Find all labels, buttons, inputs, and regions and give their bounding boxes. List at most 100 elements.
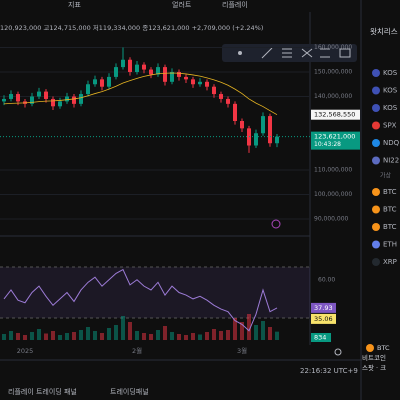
candle-body bbox=[121, 59, 125, 68]
tab[interactable]: 트레이딩패널 bbox=[110, 387, 149, 396]
candle-body bbox=[142, 64, 146, 70]
volume-bar bbox=[219, 331, 223, 340]
watchlist-item[interactable]: BTC bbox=[383, 223, 397, 231]
rsi-band bbox=[0, 267, 310, 319]
y-tick-label: 150,000,000 bbox=[314, 68, 352, 75]
volume-bar bbox=[212, 329, 216, 340]
volume-bar bbox=[58, 335, 62, 340]
volume-bar bbox=[114, 325, 118, 340]
volume-bar bbox=[226, 330, 230, 340]
candle-body bbox=[58, 101, 62, 107]
symbol-icon bbox=[372, 205, 380, 214]
volume-bar bbox=[2, 334, 6, 340]
candle-body bbox=[30, 96, 34, 104]
volume-bar bbox=[93, 331, 97, 340]
symbol-icon bbox=[372, 258, 380, 266]
symbol-icon bbox=[372, 121, 380, 130]
volume-bar bbox=[79, 330, 83, 340]
candle-body bbox=[65, 96, 69, 102]
volume-bar bbox=[44, 333, 48, 340]
volume-bar bbox=[142, 333, 146, 340]
volume-bar bbox=[268, 327, 272, 340]
volume-bar bbox=[149, 334, 153, 340]
candle-body bbox=[135, 64, 139, 72]
candle-body bbox=[261, 116, 265, 134]
candle-body bbox=[254, 133, 258, 146]
volume-bar bbox=[191, 333, 195, 340]
tool-icon[interactable] bbox=[320, 48, 330, 58]
watchlist-item[interactable]: NDQ bbox=[383, 139, 400, 147]
tool-icon[interactable] bbox=[238, 51, 242, 55]
watchlist-item[interactable]: XRP bbox=[383, 258, 397, 266]
toolbar bbox=[0, 0, 362, 12]
rsi-label-box bbox=[311, 302, 336, 313]
tool-icon[interactable] bbox=[301, 48, 313, 58]
watchlist-item[interactable]: NI22 bbox=[383, 157, 399, 165]
last-label: 123,621,000 bbox=[314, 133, 355, 141]
tab[interactable]: 리플레이 트레이딩 패널 bbox=[8, 387, 77, 396]
candle-body bbox=[149, 69, 153, 75]
volume-bar bbox=[128, 322, 132, 340]
x-tick-label: 2025 bbox=[17, 347, 34, 355]
watchlist-item[interactable]: KOS bbox=[383, 69, 398, 77]
watchlist-item[interactable]: KOS bbox=[383, 87, 398, 95]
candle-body bbox=[219, 94, 223, 99]
y-tick-label: 90,000,000 bbox=[314, 215, 349, 222]
candle-body bbox=[177, 71, 181, 77]
tool-icon[interactable] bbox=[261, 47, 273, 59]
candle-body bbox=[240, 120, 244, 129]
volume-bar bbox=[72, 332, 76, 340]
candle-body bbox=[233, 103, 237, 121]
clock: 22:16:32 UTC+9 bbox=[300, 367, 358, 375]
x-tick-label: 2월 bbox=[132, 346, 142, 355]
volume-label-box bbox=[311, 333, 331, 342]
watchlist-title: 왓치리스 bbox=[370, 27, 398, 36]
candle-body bbox=[72, 96, 76, 104]
event-icon[interactable] bbox=[271, 219, 281, 229]
countdown: 10:43:28 bbox=[314, 141, 341, 148]
volume-bar bbox=[240, 322, 244, 340]
candle-body bbox=[93, 79, 97, 85]
candle-body bbox=[16, 94, 20, 102]
toolbar-item[interactable]: 얼러트 bbox=[172, 0, 192, 9]
volume-bar bbox=[121, 316, 125, 340]
y-tick-label: 100,000,000 bbox=[314, 191, 352, 198]
candle-body bbox=[86, 84, 90, 95]
symbol-icon bbox=[372, 188, 380, 196]
volume-bar bbox=[261, 321, 265, 340]
watchlist-item[interactable]: SPX bbox=[383, 122, 397, 130]
drawing-toolbar[interactable] bbox=[222, 44, 357, 62]
toolbar-item[interactable]: 지표 bbox=[68, 0, 81, 9]
y-tick-label: 160,000,000 bbox=[314, 44, 352, 51]
candle-body bbox=[114, 67, 118, 77]
watchlist-item[interactable]: BTC bbox=[383, 188, 397, 196]
symbol-icon bbox=[372, 156, 380, 165]
volume-bar bbox=[163, 326, 167, 340]
watchlist-item[interactable]: KOS bbox=[383, 104, 398, 112]
volume-label: 834 bbox=[314, 334, 326, 342]
symbol-detail: BTC bbox=[377, 344, 390, 352]
volume-bar bbox=[156, 330, 160, 340]
rsi-tick-label: 60.00 bbox=[318, 276, 335, 283]
ma-label: 132,568,550 bbox=[314, 111, 355, 119]
volume-bar bbox=[170, 332, 174, 340]
candle-body bbox=[226, 98, 230, 104]
last-label-box bbox=[311, 131, 360, 150]
candle-body bbox=[268, 116, 272, 144]
tool-icon[interactable] bbox=[339, 48, 351, 58]
candle-body bbox=[163, 67, 167, 82]
candle-body bbox=[44, 91, 48, 99]
tool-icon[interactable] bbox=[282, 48, 292, 58]
watchlist-item[interactable]: BTC bbox=[383, 206, 397, 214]
candle-body bbox=[100, 79, 104, 87]
watchlist-item[interactable]: ETH bbox=[383, 241, 397, 249]
toolbar-item[interactable]: 리플레이 bbox=[222, 0, 248, 9]
volume-bar bbox=[37, 329, 41, 340]
volume-bar bbox=[30, 332, 34, 340]
candle-body bbox=[2, 98, 6, 102]
symbol-icon bbox=[372, 69, 380, 77]
volume-bar bbox=[205, 332, 209, 340]
settings-icon[interactable] bbox=[334, 348, 342, 356]
candle-body bbox=[198, 81, 202, 85]
volume-bar bbox=[23, 335, 27, 340]
